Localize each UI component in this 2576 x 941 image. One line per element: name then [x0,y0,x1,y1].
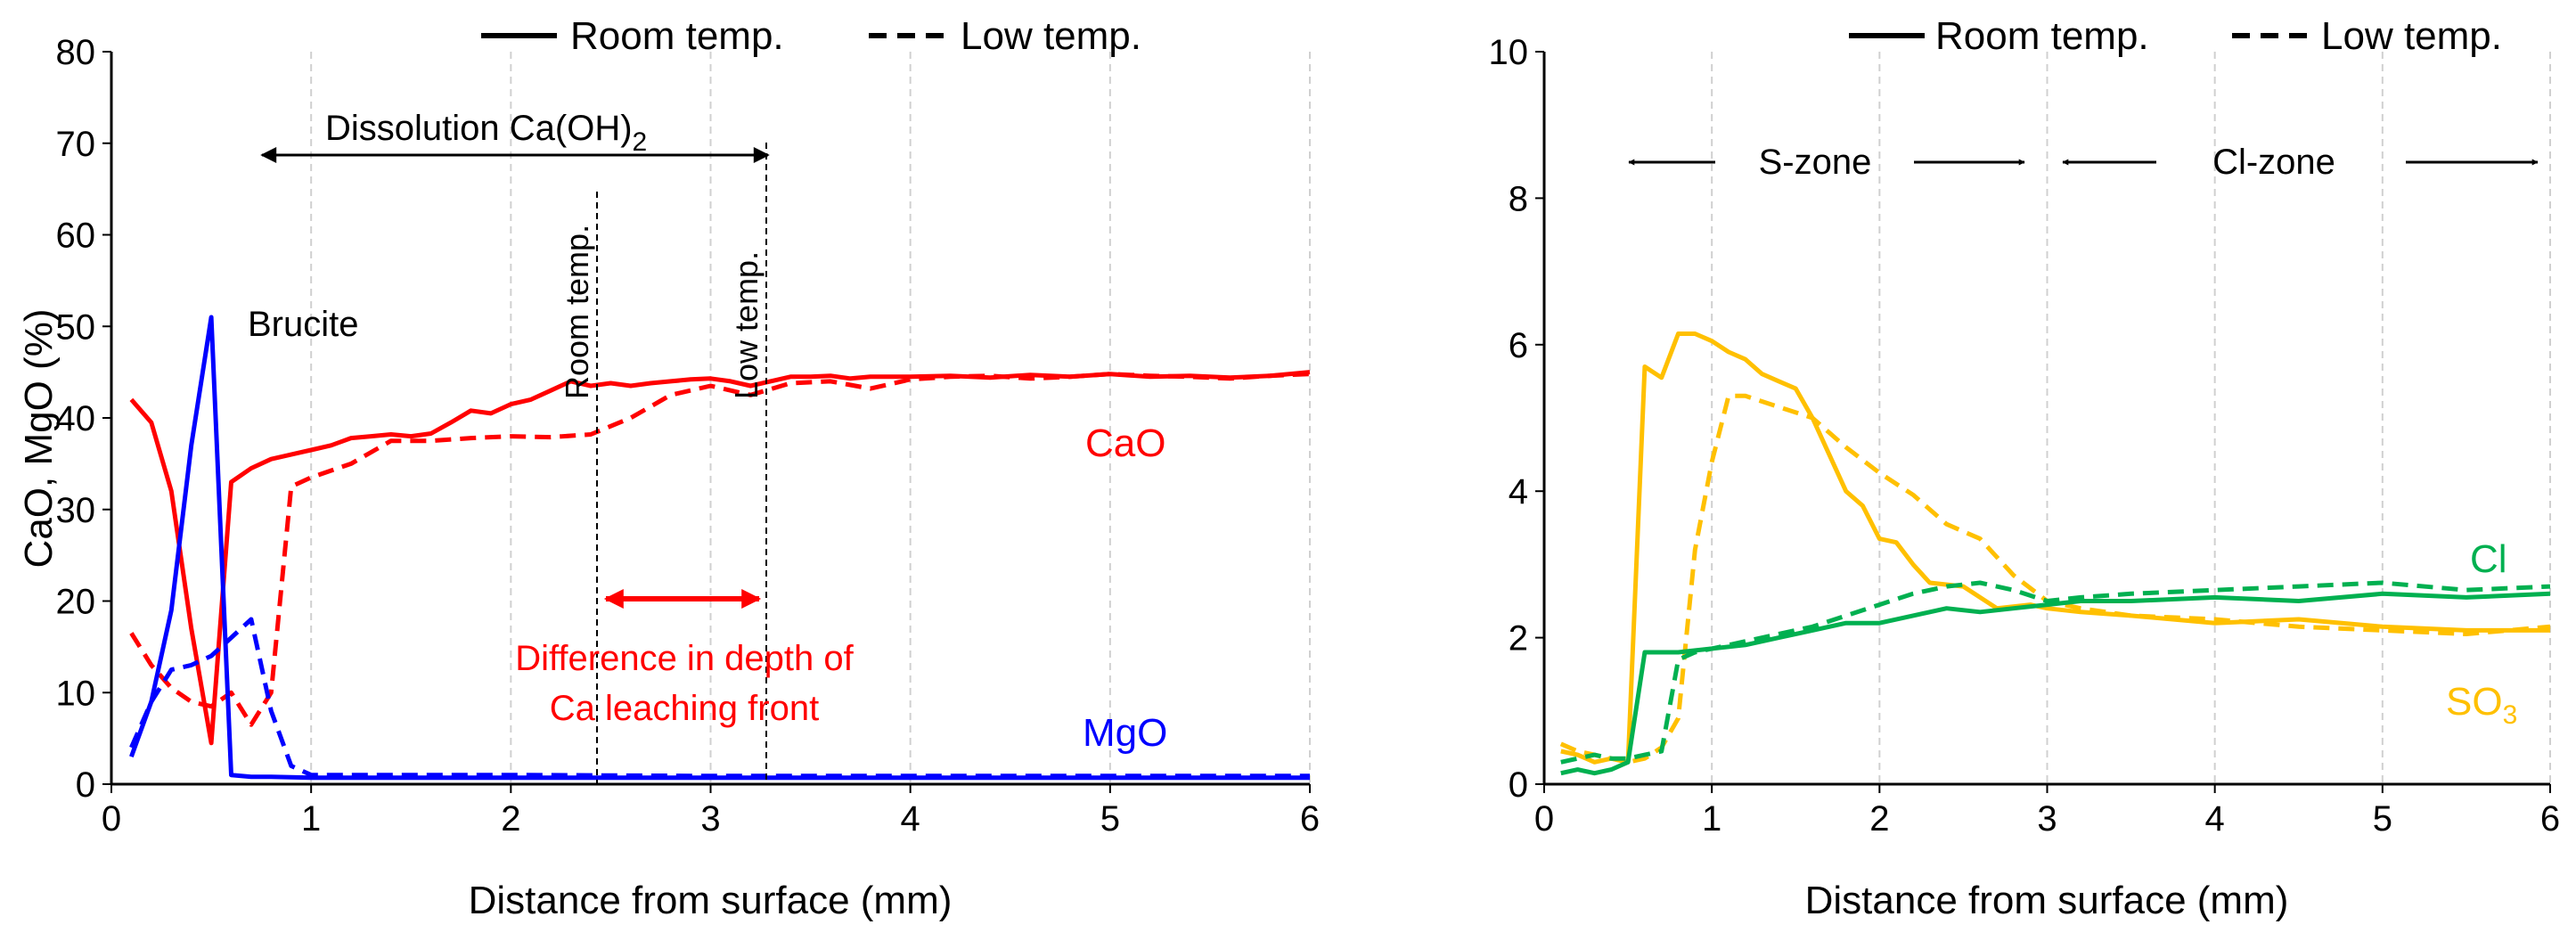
x-tick-label: 6 [2540,799,2560,839]
y-tick-label: 30 [56,491,96,530]
legend-right: Room temp. Low temp. [1849,14,2502,58]
x-tick-label: 6 [1300,799,1320,839]
x-tick-label: 1 [1702,799,1721,839]
brucite-label: Brucite [248,305,359,344]
series-cl-room-temp [1560,591,2551,776]
annotations: S-zone Cl-zone [1628,143,2539,182]
series-so3-room-temp [1560,331,2550,765]
chart-grid [310,52,1311,784]
y-tick-label: 6 [1509,326,1528,365]
cl-zone-label: Cl-zone [2212,143,2335,182]
y-tick-label: 60 [56,217,96,256]
x-tick-label: 0 [102,799,121,839]
x-axis-label: Distance from surface (mm) [1805,879,2289,922]
x-tick-label: 3 [2037,799,2057,839]
x-tick-label: 3 [700,799,720,839]
y-tick-label: 8 [1509,179,1528,218]
room-temp-marker-label: Room temp. [559,225,595,399]
y-tick-label: 70 [56,125,96,164]
y-tick-label: 10 [56,674,96,713]
legend-solid-label: Room temp. [570,14,784,58]
y-tick-label: 4 [1509,472,1528,511]
legend-dashed-label: Low temp. [961,14,1141,58]
chart-ticks: 0 1 2 3 4 5 6 0 2 4 6 8 10 [1489,33,2561,839]
x-tick-label: 4 [901,799,920,839]
y-tick-label: 2 [1509,619,1528,659]
low-temp-marker-label: Low temp. [728,251,765,399]
x-tick-label: 4 [2205,799,2225,839]
y-tick-label: 20 [56,583,96,622]
legend-dashed-label: Low temp. [2321,14,2502,58]
x-tick-label: 5 [1100,799,1120,839]
chart-series [129,315,1311,781]
series-mgo-low-temp [129,617,1310,779]
chart-grid [1711,52,2551,784]
series-label-cao: CaO [1085,421,1165,465]
y-axis-label: CaO, MgO (%) [17,309,61,569]
x-tick-label: 5 [2373,799,2392,839]
series-label-so3: SO3 [2446,680,2517,730]
difference-label-line2: Ca leaching front [550,689,819,728]
x-tick-label: 2 [501,799,520,839]
chart-so3-cl: 0 1 2 3 4 5 6 0 2 4 6 8 10 Distance from surface (mm… [1489,33,2561,922]
y-tick-label: 0 [1509,765,1528,805]
x-axis-label: Distance from surface (mm) [469,879,953,922]
y-tick-label: 0 [76,765,95,805]
s-zone-label: S-zone [1759,143,1872,182]
y-tick-label: 50 [56,307,96,347]
x-tick-label: 1 [301,799,321,839]
series-label-mgo: MgO [1083,711,1167,755]
series-cao-low-temp [129,372,1311,727]
annotations: Dissolution Ca(OH)2 Brucite Room temp. L… [248,109,855,784]
y-tick-label: 80 [56,33,96,72]
series-label-cl: Cl [2470,537,2507,581]
x-tick-label: 2 [1869,799,1889,839]
dissolution-label: Dissolution Ca(OH)2 [325,109,647,157]
series-so3-low-temp [1559,393,2551,765]
chart-series [1559,331,2551,776]
y-tick-label: 10 [1489,33,1529,72]
difference-label-line1: Difference in depth of [515,639,854,678]
y-tick-label: 40 [56,399,96,438]
legend-solid-label: Room temp. [1935,14,2149,58]
x-tick-label: 0 [1534,799,1554,839]
legend-left: Room temp. Low temp. [481,14,1141,58]
